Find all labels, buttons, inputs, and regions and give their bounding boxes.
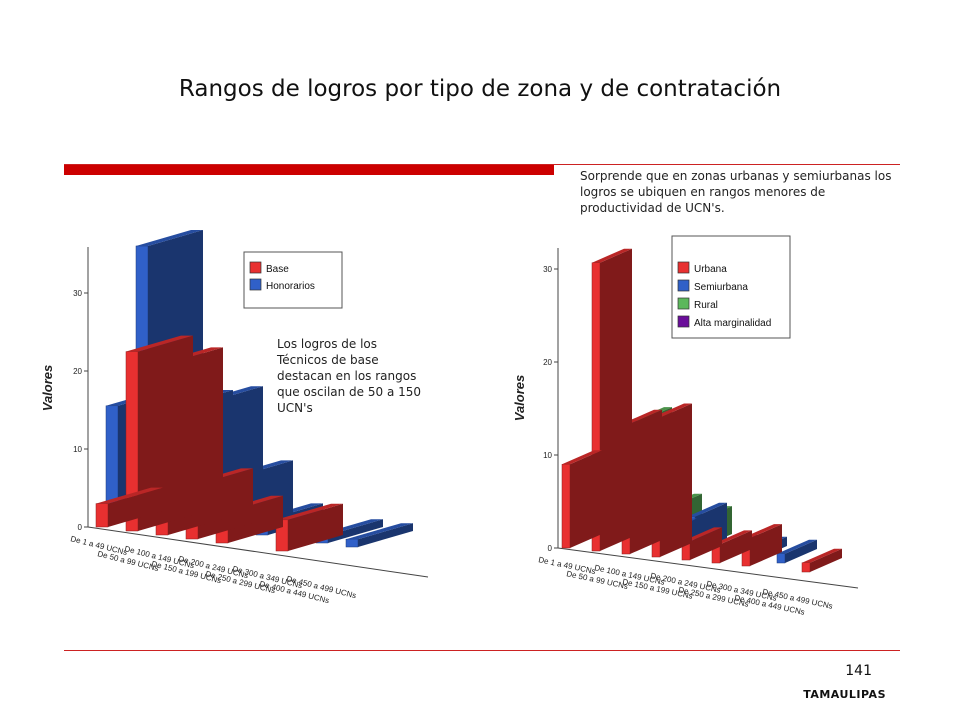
right-chart-bar-side xyxy=(690,527,722,560)
right-chart-legend-label: Urbana xyxy=(694,264,727,275)
left-chart-bar-base xyxy=(125,335,193,532)
left-chart-ytick-label: 10 xyxy=(73,445,82,454)
top-divider xyxy=(64,164,900,165)
left-chart-y-axis-label: Valores xyxy=(40,365,55,412)
left-chart-legend-swatch xyxy=(249,278,262,291)
right-chart-legend-swatch xyxy=(677,297,690,310)
right-chart-bar-side xyxy=(785,539,817,563)
right-chart-bar-urbana xyxy=(591,248,632,552)
left-chart-bar-honorarios xyxy=(345,523,413,548)
page-title: Rangos de logros por tipo de zona y de c… xyxy=(178,76,782,102)
right-chart-bar-side xyxy=(750,524,782,566)
left-chart-bar-base xyxy=(275,503,343,552)
right-chart-bar-semiurbana xyxy=(776,539,817,564)
left-chart-ytick-label: 0 xyxy=(78,523,83,532)
left-chart-ytick-label: 30 xyxy=(73,289,82,298)
right-chart-legend-swatch xyxy=(677,279,690,292)
left-chart-bar-side xyxy=(108,487,163,527)
right-chart-legend-box xyxy=(671,235,791,339)
right-chart-ytick-label: 20 xyxy=(543,358,552,367)
right-chart-bar-urbana xyxy=(561,450,602,549)
right-chart-legend-label: Rural xyxy=(694,300,718,311)
right-chart-bar-side xyxy=(810,548,842,572)
left-chart-bar-top xyxy=(126,335,193,352)
left-chart-bar-side xyxy=(288,503,343,551)
left-chart-bar-base xyxy=(95,487,163,528)
right-chart-bar-top xyxy=(687,502,727,517)
left-chart-bar-top xyxy=(136,230,203,246)
left-chart-bar-top xyxy=(346,523,413,540)
right-chart-bar-top xyxy=(592,248,632,263)
right-chart-legend-swatch xyxy=(677,261,690,274)
left-chart-bar-side xyxy=(358,523,413,547)
right-chart-bar-side xyxy=(720,530,752,563)
right-chart-bar-side xyxy=(570,450,602,548)
left-chart-bar-side xyxy=(138,335,193,531)
left-chart-legend-swatch xyxy=(249,261,262,274)
footer-state: TAMAULIPAS xyxy=(803,688,886,701)
right-chart-ytick-label: 30 xyxy=(543,265,552,274)
right-chart-ytick-label: 10 xyxy=(543,451,552,460)
page-number: 141 xyxy=(845,663,872,679)
right-chart-bar-top xyxy=(802,548,842,563)
right-chart-legend-label: Semiurbana xyxy=(694,282,748,293)
left-chart-ytick-label: 20 xyxy=(73,367,82,376)
right-chart-bar-side xyxy=(630,409,662,554)
right-chart-legend-label: Alta marginalidad xyxy=(694,318,771,329)
right-chart-y-axis-label: Valores xyxy=(512,375,527,422)
right-chart-bar-side xyxy=(600,248,632,551)
right-chart-bar-top xyxy=(777,539,817,554)
right-chart-bar-side xyxy=(660,403,692,557)
left-chart-bar-top xyxy=(276,503,343,520)
title-red-bar xyxy=(64,164,554,175)
right-chart-bar-front xyxy=(776,553,786,564)
left-chart-legend-label: Base xyxy=(266,264,289,275)
right-chart-ytick-label: 0 xyxy=(548,544,553,553)
left-chart-legend-label: Honorarios xyxy=(266,281,315,292)
note-right: Sorprende que en zonas urbanas y semiurb… xyxy=(580,169,892,215)
bottom-divider xyxy=(64,650,900,651)
note-left: Los logros de los Técnicos de base desta… xyxy=(277,337,422,415)
right-chart-bar-urbana xyxy=(801,548,842,573)
left-chart-bar-top xyxy=(96,487,163,504)
right-chart-bar-front xyxy=(561,464,571,549)
right-chart-legend-swatch xyxy=(677,315,690,328)
right-chart-bar-front xyxy=(801,562,811,573)
left-chart-bar-side xyxy=(228,495,283,543)
right-chart-bar-top xyxy=(562,450,602,465)
left-chart-bar-side xyxy=(328,519,383,543)
left-chart-x-axis xyxy=(87,526,429,578)
right-chart-x-axis xyxy=(557,547,859,589)
